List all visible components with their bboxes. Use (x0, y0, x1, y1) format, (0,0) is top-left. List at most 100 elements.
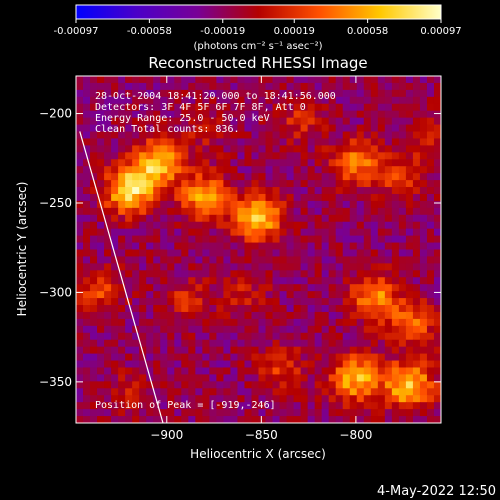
heatmap-cell (104, 339, 112, 348)
heatmap-cell (223, 193, 232, 202)
heatmap-cell (321, 124, 330, 133)
heatmap-cell (321, 221, 330, 230)
heatmap-cell (391, 138, 400, 146)
heatmap-cell (223, 145, 232, 153)
heatmap-cell (174, 402, 182, 410)
heatmap-cell (328, 76, 337, 84)
heatmap-cell (349, 360, 358, 369)
heatmap-cell (433, 89, 441, 98)
heatmap-cell (370, 242, 379, 251)
colorbar-tick-label: -0.00019 (200, 26, 245, 37)
heatmap-cell (132, 180, 140, 188)
heatmap-cell (181, 117, 189, 126)
heatmap-cell (90, 96, 98, 105)
heatmap-cell (377, 388, 386, 396)
heatmap-cell (279, 305, 288, 313)
heatmap-cell (328, 110, 337, 119)
heatmap-cell (202, 103, 210, 112)
heatmap-cell (398, 416, 407, 423)
heatmap-cell (167, 159, 175, 167)
heatmap-cell (300, 311, 309, 320)
heatmap-cell (328, 180, 337, 188)
heatmap-cell (195, 353, 203, 362)
heatmap-cell (286, 270, 295, 278)
heatmap-cell (223, 270, 232, 278)
heatmap-cell (363, 228, 372, 237)
heatmap-cell (118, 96, 126, 105)
heatmap-cell (188, 311, 196, 320)
heatmap-cell (391, 117, 400, 126)
heatmap-cell (370, 138, 379, 146)
heatmap-cell (398, 325, 407, 334)
heatmap-cell (258, 207, 267, 216)
heatmap-cell (405, 193, 414, 202)
heatmap-cell (286, 200, 295, 209)
heatmap-cell (279, 311, 288, 320)
heatmap-cell (412, 207, 421, 216)
heatmap-cell (188, 367, 196, 376)
heatmap-cell (104, 228, 112, 237)
heatmap-cell (398, 346, 407, 355)
heatmap-cell (272, 138, 281, 146)
heatmap-cell (307, 242, 316, 251)
heatmap-cell (314, 82, 323, 91)
heatmap-cell (377, 180, 386, 188)
heatmap-cell (412, 388, 421, 396)
heatmap-cell (181, 325, 189, 334)
heatmap-cell (405, 173, 414, 181)
heatmap-cell (181, 166, 189, 174)
heatmap-cell (426, 221, 435, 230)
heatmap-cell (125, 131, 133, 140)
heatmap-cell (160, 381, 168, 389)
heatmap-cell (167, 145, 175, 153)
heatmap-cell (300, 256, 309, 264)
heatmap-cell (125, 346, 133, 355)
heatmap-cell (90, 332, 98, 341)
heatmap-cell (342, 381, 351, 389)
heatmap-cell (132, 228, 140, 237)
heatmap-cell (335, 82, 344, 91)
heatmap-cell (321, 339, 330, 348)
heatmap-cell (272, 388, 281, 396)
heatmap-cell (426, 277, 435, 285)
heatmap-cell (384, 291, 393, 299)
heatmap-cell (251, 388, 260, 396)
heatmap-cell (146, 409, 154, 417)
heatmap-cell (384, 367, 393, 376)
heatmap-cell (209, 395, 217, 403)
heatmap-cell (83, 110, 91, 119)
heatmap-cell (97, 76, 105, 84)
heatmap-cell (363, 187, 372, 195)
heatmap-cell (216, 339, 225, 348)
heatmap-cell (195, 89, 203, 98)
heatmap-cell (398, 117, 407, 126)
heatmap-cell (426, 270, 435, 278)
heatmap-cell (188, 214, 196, 223)
heatmap-cell (412, 173, 421, 181)
heatmap-cell (230, 367, 239, 376)
heatmap-cell (419, 381, 428, 389)
heatmap-cell (335, 193, 344, 202)
heatmap-cell (195, 138, 203, 146)
heatmap-cell (111, 193, 119, 202)
heatmap-cell (433, 332, 441, 341)
heatmap-cell (335, 221, 344, 230)
heatmap-cell (279, 339, 288, 348)
heatmap-cell (251, 332, 260, 341)
heatmap-cell (83, 117, 91, 126)
heatmap-cell (118, 159, 126, 167)
heatmap-cell (412, 110, 421, 119)
heatmap-cell (244, 332, 253, 341)
heatmap-cell (76, 96, 84, 105)
heatmap-cell (125, 96, 133, 105)
heatmap-cell (244, 242, 253, 251)
heatmap-cell (125, 152, 133, 160)
heatmap-cell (307, 124, 316, 133)
heatmap-cell (153, 131, 161, 140)
heatmap-cell (398, 339, 407, 348)
heatmap-cell (195, 117, 203, 126)
heatmap-cell (398, 360, 407, 369)
heatmap-cell (160, 200, 168, 209)
heatmap-cell (132, 138, 140, 146)
